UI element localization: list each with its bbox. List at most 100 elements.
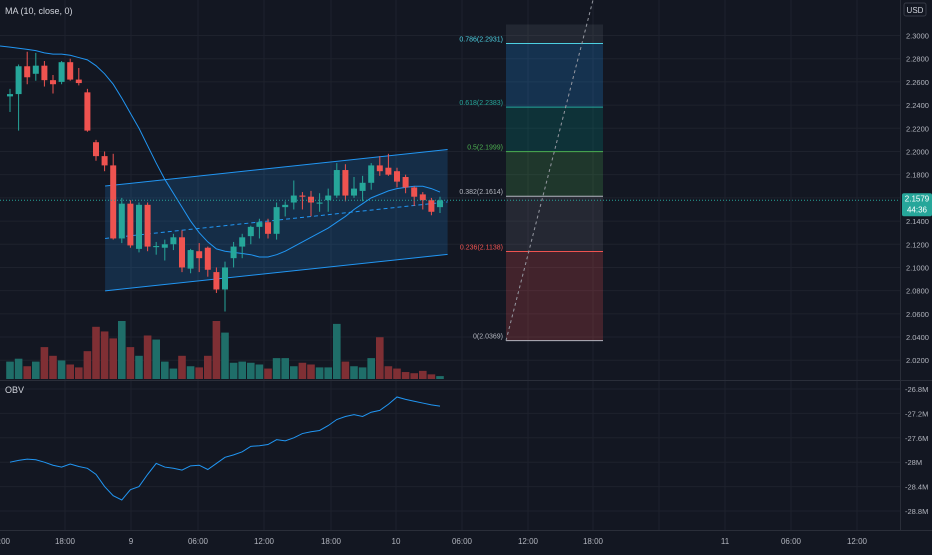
candle [50, 75, 56, 94]
candle [145, 203, 151, 252]
time-tick-label: 12:00 [0, 537, 11, 546]
volume-bar [152, 340, 160, 379]
fib-level-label: 0.618(2.2383) [459, 100, 503, 107]
volume-bar [75, 367, 83, 379]
price-tick-label: 2.2000 [906, 147, 929, 156]
volume-bar [144, 336, 152, 380]
time-tick-label: 06:00 [781, 537, 802, 546]
price-tick-label: 2.0800 [906, 287, 929, 296]
volume-bar [187, 366, 195, 379]
obv-ticks: -26.8M-27.2M-27.6M-28M-28.4M-28.8M [905, 385, 928, 516]
bar-countdown: 44:36 [907, 205, 928, 214]
volume-bar [247, 363, 255, 379]
volume-bar [118, 321, 126, 379]
price-tick-label: 2.2600 [906, 78, 929, 87]
time-tick-label: 11 [721, 537, 730, 546]
time-axis[interactable]: 12:00 18:00 9 06:00 12:00 18:00 10 06:00 12:00 18… [0, 531, 932, 547]
candle [84, 89, 90, 132]
volume-bar [367, 358, 375, 379]
time-tick-label: 12:00 [518, 537, 539, 546]
price-tick-label: 2.1200 [906, 240, 929, 249]
candle [41, 61, 47, 87]
volume-bar [333, 324, 341, 379]
obv-tick-label: -27.2M [905, 409, 928, 418]
volume-bar [170, 369, 178, 379]
volume-bar [350, 366, 358, 379]
time-tick-label: 06:00 [452, 537, 473, 546]
volume-bar [436, 376, 444, 379]
fib-zone [506, 107, 603, 152]
fib-zone [506, 25, 603, 44]
volume-bar [6, 362, 14, 379]
candle [16, 65, 22, 131]
time-tick-label: 18:00 [321, 537, 342, 546]
price-tick-label: 2.0400 [906, 333, 929, 342]
time-ticks: 12:00 18:00 9 06:00 12:00 18:00 10 06:00 12:00 18… [0, 537, 868, 546]
time-tick-label: 12:00 [847, 537, 868, 546]
volume-bar [92, 327, 100, 379]
price-tick-label: 2.0600 [906, 310, 929, 319]
time-tick-label: 10 [392, 537, 401, 546]
fib-zone [506, 44, 603, 108]
fib-zone [506, 251, 603, 340]
fib-level-label: 0.5(2.1999) [467, 145, 503, 152]
price-tick-label: 2.1000 [906, 263, 929, 272]
candle [110, 154, 116, 240]
volume-bar [178, 356, 186, 379]
price-tick-label: 2.2400 [906, 101, 929, 110]
candle [24, 52, 30, 84]
volume-bar [84, 351, 92, 379]
price-tick-label: 2.2800 [906, 55, 929, 64]
volume-bar [41, 347, 49, 379]
fib-level-label: 0.382(2.1614) [459, 189, 503, 196]
volume-bar [127, 347, 135, 379]
volume-bar [15, 359, 23, 379]
last-price-badge: 2.1579 44:36 [902, 193, 932, 216]
obv-tick-label: -27.6M [905, 434, 928, 443]
fib-zone [506, 196, 603, 251]
obv-tick-label: -28M [905, 458, 922, 467]
price-tick-label: 2.2200 [906, 124, 929, 133]
volume-bar [135, 356, 143, 379]
volume-bar [101, 331, 109, 379]
volume-bar [109, 338, 117, 379]
volume-bar [256, 365, 264, 380]
volume-bar [238, 362, 246, 379]
volume-bar [419, 371, 427, 379]
obv-tick-label: -26.8M [905, 385, 928, 394]
candle [119, 198, 125, 243]
volume-bar [307, 365, 315, 380]
time-tick-label: 18:00 [583, 537, 604, 546]
volume-bars [6, 321, 444, 379]
volume-bar [290, 366, 298, 379]
currency-label: USD [907, 6, 924, 15]
time-tick-label: 9 [129, 537, 134, 546]
volume-bar [324, 367, 332, 379]
volume-bar [221, 333, 229, 379]
volume-bar [299, 363, 307, 379]
candle [7, 89, 13, 112]
volume-bar [213, 321, 221, 379]
price-axis[interactable]: USD 2.3000 2.2800 2.2600 2.2400 2.2200 2.2000… [901, 0, 932, 530]
volume-bar [273, 358, 281, 379]
price-tick-label: 2.3000 [906, 32, 929, 41]
volume-bar [385, 366, 393, 379]
fib-level-label: 0(2.0369) [473, 334, 503, 341]
price-tick-label: 2.0200 [906, 356, 929, 365]
candle [136, 203, 142, 253]
obv-legend[interactable]: OBV [5, 385, 24, 395]
fibonacci-retracement[interactable]: 0.786(2.2931)0.618(2.2383)0.5(2.1999)0.3… [459, 0, 603, 341]
volume-bar [359, 367, 367, 379]
volume-bar [230, 363, 238, 379]
ma-legend[interactable]: MA (10, close, 0) [5, 6, 73, 16]
volume-bar [316, 367, 324, 379]
volume-bar [393, 369, 401, 379]
candle [59, 61, 65, 84]
volume-bar [32, 362, 40, 379]
time-tick-label: 18:00 [55, 537, 76, 546]
volume-bar [66, 365, 74, 380]
fib-level-label: 0.236(2.1138) [460, 244, 503, 251]
volume-bar [161, 362, 169, 379]
